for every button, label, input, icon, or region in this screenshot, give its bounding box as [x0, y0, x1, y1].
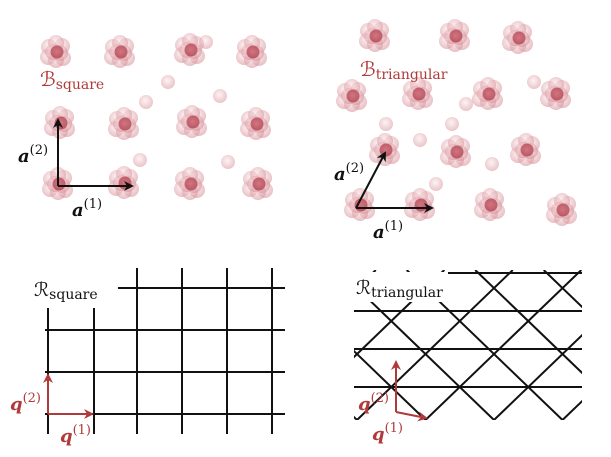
square-crystal-panel	[40, 33, 273, 200]
atom-cluster	[104, 35, 135, 68]
atom-cluster	[510, 133, 541, 166]
atom	[485, 157, 499, 171]
atom	[199, 35, 213, 49]
atom	[139, 95, 153, 109]
square-lattice-vectors	[43, 373, 94, 419]
atom-core	[512, 31, 526, 45]
triangular-basis-label: ℬtriangular	[360, 57, 448, 83]
atom-cluster	[174, 167, 205, 200]
atom	[445, 117, 459, 131]
atom-cluster	[402, 77, 433, 110]
atom	[213, 89, 227, 103]
triangular-crystal-vectors	[355, 151, 434, 213]
grid-line	[493, 333, 582, 420]
q1-label: q(1)	[372, 421, 403, 445]
atom	[527, 75, 541, 89]
atom-cluster	[40, 35, 71, 68]
atom	[413, 133, 427, 147]
square-lattice-grid	[45, 268, 285, 434]
atom	[133, 153, 147, 167]
square-basis-label: ℬsquare	[40, 67, 104, 93]
a2-arrow	[355, 151, 386, 209]
atom-cluster	[369, 133, 400, 166]
atom-cluster	[472, 77, 503, 110]
triangular-lattice-vectors	[391, 360, 428, 422]
q2-label: q(2)	[358, 391, 389, 415]
grid-line	[133, 270, 289, 420]
atom-core	[118, 117, 132, 131]
atom-core	[484, 198, 498, 212]
atom-core	[186, 115, 200, 129]
atom-core	[379, 143, 393, 157]
a2-label: a(2)	[18, 143, 48, 167]
atom-cluster	[174, 33, 205, 66]
atom-cluster	[474, 188, 505, 221]
atom	[459, 97, 473, 111]
atom-core	[450, 145, 464, 159]
atom-core	[414, 198, 428, 212]
atom-core	[252, 177, 266, 191]
atom-core	[50, 45, 64, 59]
atom-core	[412, 87, 426, 101]
grid-line	[356, 270, 514, 420]
grid-line	[152, 270, 308, 420]
atom-cluster	[404, 188, 435, 221]
a2-label: a(2)	[334, 161, 364, 185]
atom-cluster	[359, 19, 390, 52]
grid-line	[83, 270, 239, 420]
atom-core	[118, 176, 132, 190]
atom-cluster	[440, 135, 471, 168]
atom-core	[520, 143, 534, 157]
triangular-lattice-label-backdrop	[350, 272, 448, 302]
atom-cluster	[236, 35, 267, 68]
atom-core	[482, 87, 496, 101]
q1-label: q(1)	[60, 423, 91, 447]
grid-line	[354, 415, 358, 420]
grid-line	[543, 270, 582, 309]
square-crystal-vectors	[53, 118, 134, 191]
atom-cluster	[108, 107, 139, 140]
atom-core	[449, 29, 463, 43]
atom-cluster	[540, 77, 571, 110]
atom-cluster	[176, 105, 207, 138]
atom-core	[184, 43, 198, 57]
atom-cluster	[439, 19, 470, 52]
atom-core	[114, 45, 128, 59]
grid-line	[474, 270, 582, 375]
atom	[429, 177, 443, 191]
atom-core	[54, 116, 68, 130]
triangular-crystal-panel	[336, 19, 577, 226]
atom	[379, 117, 393, 131]
atom-core	[184, 177, 198, 191]
q1-arrow	[395, 411, 428, 422]
a1-label: a(1)	[373, 219, 403, 243]
atom	[221, 155, 235, 169]
atom-core	[550, 87, 564, 101]
grid-line	[561, 399, 582, 420]
a1-label: a(1)	[72, 197, 102, 221]
atom-core	[556, 203, 570, 217]
grid-line	[354, 349, 427, 420]
atom-cluster	[546, 193, 577, 226]
square-lattice-label: ℛsquare	[34, 279, 98, 303]
atom-cluster	[502, 21, 533, 54]
atom-cluster	[44, 106, 75, 139]
atom	[161, 75, 175, 89]
triangular-lattice-label: ℛtriangular	[356, 277, 443, 301]
atom-core	[250, 117, 264, 131]
atom-cluster	[242, 167, 273, 200]
atom-cluster	[108, 166, 139, 199]
atom-core	[246, 45, 260, 59]
atom-core	[346, 89, 360, 103]
atom-core	[369, 29, 383, 43]
atom-cluster	[344, 188, 375, 221]
atom-cluster	[240, 107, 271, 140]
grid-line	[424, 270, 582, 420]
atom-cluster	[336, 79, 367, 112]
q2-label: q(2)	[10, 391, 41, 415]
